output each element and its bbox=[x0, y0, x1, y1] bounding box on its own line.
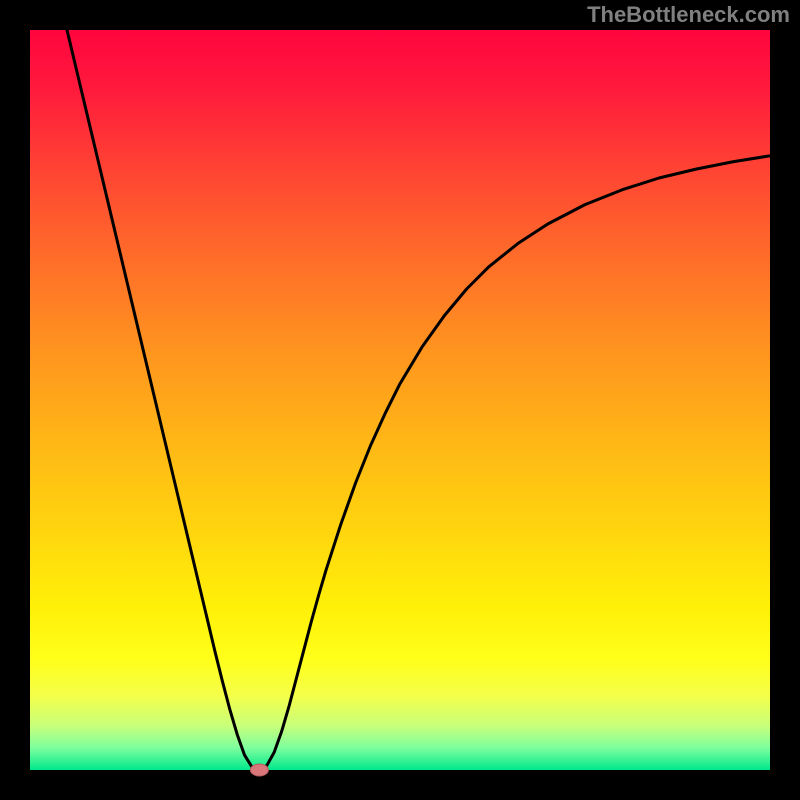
watermark-text: TheBottleneck.com bbox=[587, 2, 790, 28]
chart-svg bbox=[0, 0, 800, 800]
optimal-point-marker bbox=[250, 764, 268, 776]
bottleneck-chart: TheBottleneck.com bbox=[0, 0, 800, 800]
plot-background bbox=[30, 30, 770, 770]
